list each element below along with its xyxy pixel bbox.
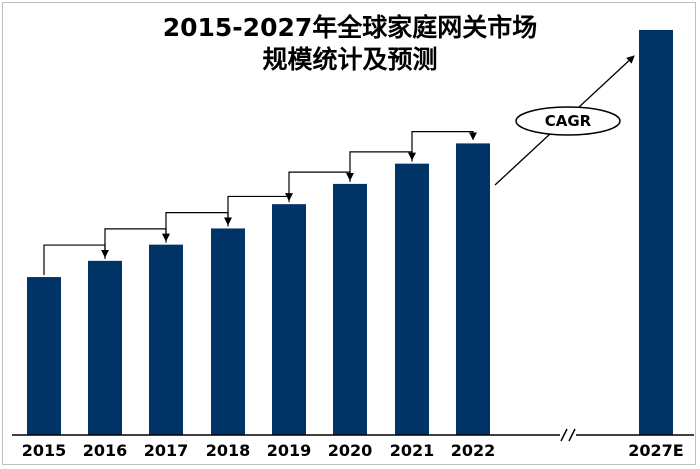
cagr-annotation: CAGR [494,55,635,186]
bar-2022 [456,143,490,435]
x-tick-label: 2016 [83,441,128,460]
chart-title-line2: 规模统计及预测 [262,45,438,74]
x-tick-label: 2017 [144,441,189,460]
chart-title: 2015-2027年全球家庭网关市场 规模统计及预测 [0,12,700,76]
x-tick-label: 2020 [328,441,373,460]
bar-2020 [333,183,367,435]
x-tick-label: 2019 [267,441,312,460]
cagr-ellipse [515,106,621,136]
axis-break-mark [568,428,576,442]
x-tick-label: 2021 [390,441,435,460]
x-axis [12,428,694,442]
chart-title-line1: 2015-2027年全球家庭网关市场 [162,13,538,42]
x-tick-label: 2022 [451,441,496,460]
step-arrows [43,131,477,276]
x-tick-label: 2027E [628,441,683,460]
bar-2019 [272,204,306,435]
bar-2027E [639,30,673,435]
bar-2018 [211,228,245,435]
bar-2017 [149,244,183,435]
bars-layer [27,30,673,435]
cagr-label: CAGR [545,112,592,130]
step-arrow [411,131,477,162]
bar-2015 [27,277,61,435]
x-tick-label: 2018 [206,441,251,460]
x-tick-label: 2015 [22,441,67,460]
x-tick-labels: 2015 2016 2017 2018 2019 2020 2021 2022 2027E [22,441,684,460]
bar-2021 [395,163,429,435]
bar-2016 [88,260,122,435]
axis-break-mark [560,428,568,442]
